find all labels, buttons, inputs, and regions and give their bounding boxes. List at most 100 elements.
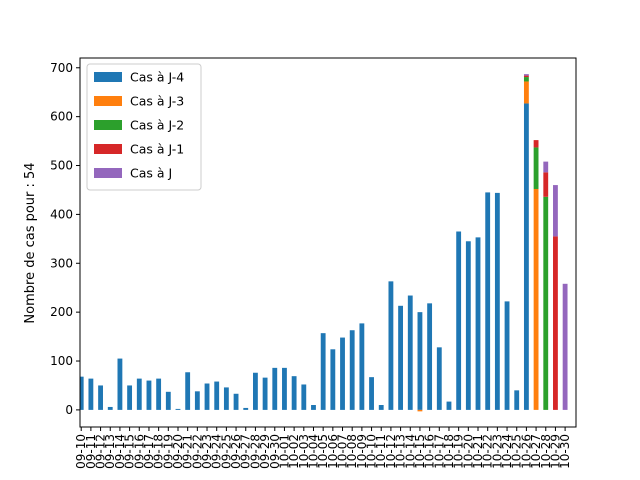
legend-label: Cas à J-1 — [130, 142, 184, 157]
x-tick-label: 10-30 — [558, 434, 572, 469]
bar-10-10-series-0 — [369, 377, 374, 410]
bar-10-25-series-0 — [514, 390, 520, 410]
x-tick-label: 10-13 — [394, 434, 408, 469]
bar-09-22-series-0 — [194, 391, 200, 410]
bar-10-12-series-0 — [388, 281, 394, 410]
x-tick-label: 10-26 — [519, 434, 533, 469]
y-tick-label: 300 — [50, 256, 73, 270]
legend-swatch — [94, 96, 122, 106]
bar-09-16-series-0 — [136, 378, 142, 410]
x-tick-label: 09-29 — [258, 434, 272, 469]
x-tick-label: 10-21 — [471, 434, 485, 469]
bar-10-06-series-0 — [330, 349, 336, 410]
x-tick-label: 10-23 — [490, 434, 504, 469]
x-tick-label: 10-09 — [355, 434, 369, 469]
x-tick-label: 10-19 — [452, 434, 466, 469]
bar-10-07-series-0 — [340, 337, 345, 410]
bar-09-13-series-0 — [107, 406, 113, 410]
x-tick-label: 10-18 — [442, 434, 456, 469]
bar-09-25-series-0 — [223, 387, 229, 410]
x-tick-label: 09-24 — [210, 434, 224, 469]
x-tick-label: 10-07 — [336, 434, 350, 469]
x-tick-label: 10-10 — [365, 434, 379, 469]
bar-10-16-series-0 — [427, 303, 433, 410]
bar-09-18-series-0 — [156, 378, 162, 410]
bar-09-23-series-0 — [204, 383, 210, 410]
x-tick-label: 10-04 — [306, 434, 320, 469]
x-tick-label: 10-03 — [297, 434, 311, 469]
bar-10-28-series-4 — [543, 161, 549, 173]
legend-box — [86, 63, 202, 191]
x-tick-label: 10-29 — [548, 434, 562, 469]
x-tick-label: 09-17 — [142, 434, 156, 469]
x-tick-label: 09-13 — [103, 434, 117, 469]
y-axis-label: Nombre de cas pour : 54 — [23, 162, 38, 323]
x-tick-label: 10-12 — [384, 434, 398, 469]
y-tick-label: 200 — [50, 305, 73, 319]
x-tick-label: 09-20 — [171, 434, 185, 469]
x-tick-label: 09-16 — [132, 434, 146, 469]
bar-10-28-series-2 — [543, 196, 549, 410]
bar-10-29-series-4 — [553, 185, 558, 237]
x-tick-label: 10-28 — [539, 434, 553, 469]
y-tick-label: 700 — [50, 61, 73, 75]
y-tick-label: 100 — [50, 354, 73, 368]
bar-09-29-series-0 — [262, 377, 268, 410]
bar-10-21-series-0 — [475, 237, 481, 410]
bar-10-23-series-0 — [494, 192, 500, 410]
x-tick-label: 10-02 — [287, 434, 301, 469]
x-tick-label: 10-17 — [432, 434, 446, 469]
x-tick-label: 10-25 — [510, 434, 524, 469]
bar-09-20-series-0 — [175, 408, 181, 410]
x-tick-label: 10-15 — [413, 434, 427, 469]
bar-09-14-series-0 — [117, 358, 123, 410]
bar-10-26-series-1 — [523, 81, 529, 104]
x-axis: 09-1009-1109-1209-1309-1409-1509-1609-17… — [74, 427, 572, 469]
x-tick-label: 10-01 — [277, 434, 291, 469]
bar-10-27-series-2 — [533, 147, 539, 189]
bar-10-26-series-0 — [523, 103, 529, 410]
x-tick-label: 09-19 — [161, 434, 175, 469]
y-tick-label: 400 — [50, 207, 73, 221]
x-tick-label: 10-05 — [316, 434, 330, 469]
bar-10-30-series-4 — [562, 283, 568, 410]
bar-10-05-series-0 — [320, 333, 326, 410]
bar-09-19-series-0 — [165, 391, 171, 410]
x-tick-label: 09-12 — [94, 434, 108, 469]
bar-10-13-series-0 — [398, 305, 404, 410]
bar-10-14-series-0 — [407, 295, 413, 410]
legend: Cas à J-4 Cas à J-3 Cas à J-2 Cas à J-1 Cas … — [86, 63, 202, 191]
bar-10-17-series-0 — [436, 347, 442, 410]
x-tick-label: 09-23 — [200, 434, 214, 469]
legend-swatch — [94, 120, 122, 130]
bar-09-26-series-0 — [233, 393, 239, 410]
x-tick-label: 10-08 — [345, 434, 359, 469]
bar-10-28-series-3 — [543, 172, 549, 197]
x-tick-label: 10-11 — [374, 434, 388, 469]
bar-10-02-series-0 — [291, 376, 297, 410]
x-tick-label: 09-26 — [229, 434, 243, 469]
x-tick-label: 10-20 — [461, 434, 475, 469]
bar-10-29-series-3 — [553, 236, 558, 410]
y-tick-label: 500 — [50, 159, 73, 173]
x-tick-label: 10-27 — [529, 434, 543, 469]
bar-10-24-series-0 — [504, 301, 510, 410]
bar-09-17-series-0 — [146, 380, 152, 410]
legend-label: Cas à J-4 — [130, 70, 184, 85]
bar-10-18-series-0 — [446, 401, 452, 410]
x-tick-label: 09-27 — [239, 434, 253, 469]
legend-swatch — [94, 168, 122, 178]
bar-09-27-series-0 — [243, 407, 249, 410]
bar-10-09-series-0 — [359, 323, 365, 410]
bar-09-28-series-0 — [252, 372, 258, 410]
x-tick-label: 10-24 — [500, 434, 514, 469]
legend-swatch — [94, 72, 122, 82]
x-tick-label: 10-16 — [423, 434, 437, 469]
x-tick-label: 09-28 — [248, 434, 262, 469]
x-tick-label: 09-14 — [113, 434, 127, 469]
bar-10-20-series-0 — [465, 241, 471, 410]
bar-10-04-series-0 — [311, 405, 316, 410]
bars-layer — [80, 74, 568, 412]
bar-09-12-series-0 — [98, 385, 103, 410]
